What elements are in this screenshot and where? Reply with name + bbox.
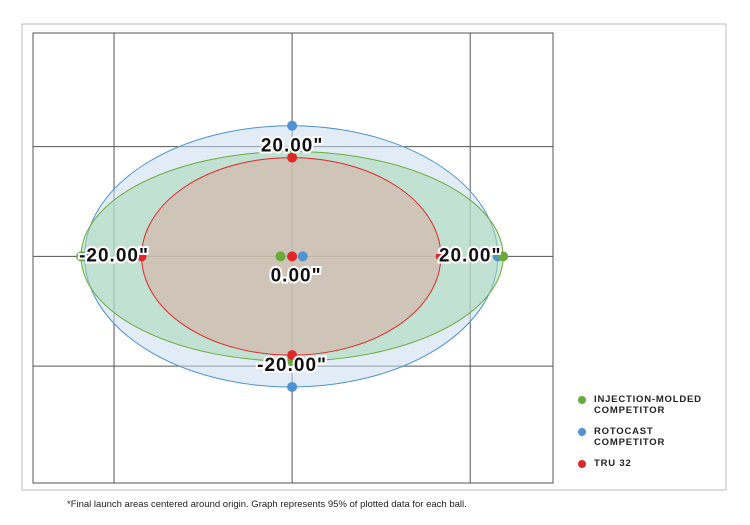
x-tick-label: 20.00" <box>439 245 502 266</box>
x-tick-label: 0.00" <box>271 265 322 286</box>
legend-item: ROTOCAST COMPETITOR <box>578 426 728 448</box>
point <box>275 251 286 262</box>
x-tick-label: -20.00" <box>79 245 149 266</box>
point <box>297 251 308 262</box>
legend-item: TRU 32 <box>578 458 728 469</box>
point <box>287 381 298 392</box>
point <box>498 251 509 262</box>
point <box>287 350 298 361</box>
legend-swatch <box>578 460 586 468</box>
legend: INJECTION-MOLDED COMPETITOR ROTOCAST COMP… <box>578 394 728 479</box>
y-tick-label: -20.00" <box>257 355 327 376</box>
point <box>287 152 298 163</box>
y-tick-label: 20.00" <box>261 136 324 157</box>
point <box>76 251 87 262</box>
point <box>287 251 298 262</box>
legend-swatch <box>578 396 586 404</box>
legend-swatch <box>578 428 586 436</box>
legend-label: INJECTION-MOLDED COMPETITOR <box>594 394 702 416</box>
footnote: *Final launch areas centered around orig… <box>67 499 467 510</box>
legend-label: TRU 32 <box>594 458 632 469</box>
frame <box>21 23 727 491</box>
legend-item: INJECTION-MOLDED COMPETITOR <box>578 394 728 416</box>
point <box>435 251 446 262</box>
point <box>136 251 147 262</box>
plot-area <box>32 32 554 484</box>
legend-label: ROTOCAST COMPETITOR <box>594 426 666 448</box>
point <box>287 120 298 131</box>
